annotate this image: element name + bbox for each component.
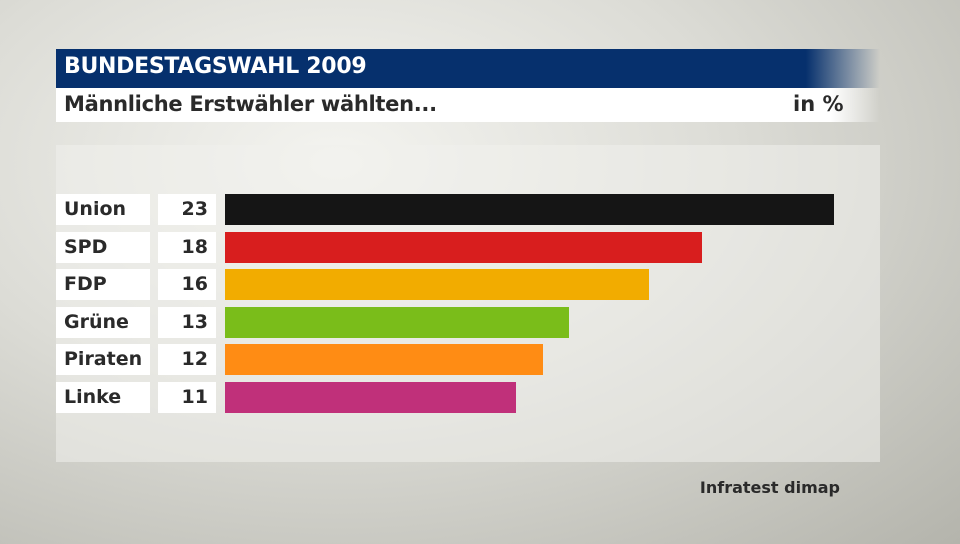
subtitle-bar: Männliche Erstwähler wählten... in % bbox=[56, 88, 880, 122]
value-label-box: 18 bbox=[158, 231, 216, 263]
category-label: Grüne bbox=[64, 310, 129, 333]
category-label: SPD bbox=[64, 235, 108, 258]
value-label: 16 bbox=[181, 273, 208, 295]
category-label: Union bbox=[64, 198, 127, 220]
value-label-box: 13 bbox=[158, 306, 216, 338]
category-label-box: SPD bbox=[56, 231, 150, 263]
subtitle: Männliche Erstwähler wählten... bbox=[64, 92, 437, 116]
category-label: Piraten bbox=[64, 348, 143, 370]
category-label-box: Linke bbox=[56, 381, 150, 413]
source-label: Infratest dimap bbox=[699, 478, 840, 497]
bar-spd bbox=[225, 231, 702, 263]
value-label: 23 bbox=[181, 198, 208, 220]
value-label: 18 bbox=[181, 235, 208, 258]
value-label: 11 bbox=[181, 385, 208, 408]
bar-piraten bbox=[225, 344, 543, 375]
value-label-box: 11 bbox=[158, 381, 216, 413]
category-label-box: Grüne bbox=[56, 306, 150, 338]
unit-label: in % bbox=[793, 92, 844, 116]
value-label-box: 16 bbox=[158, 269, 216, 300]
category-label-box: Union bbox=[56, 194, 150, 225]
value-label: 12 bbox=[181, 348, 208, 370]
category-label-box: Piraten bbox=[56, 344, 150, 375]
category-label: Linke bbox=[64, 385, 122, 408]
bar-union bbox=[225, 194, 834, 225]
category-label: FDP bbox=[64, 273, 107, 295]
bar-linke bbox=[225, 381, 517, 413]
chart-panel bbox=[56, 145, 880, 462]
chart-title: BUNDESTAGSWAHL 2009 bbox=[64, 54, 367, 79]
bar-grüne bbox=[225, 306, 570, 338]
value-label: 13 bbox=[181, 310, 208, 333]
value-label-box: 12 bbox=[158, 344, 216, 375]
value-label-box: 23 bbox=[158, 194, 216, 225]
header-bar: BUNDESTAGSWAHL 2009 bbox=[56, 49, 880, 88]
bar-fdp bbox=[225, 269, 649, 300]
category-label-box: FDP bbox=[56, 269, 150, 300]
